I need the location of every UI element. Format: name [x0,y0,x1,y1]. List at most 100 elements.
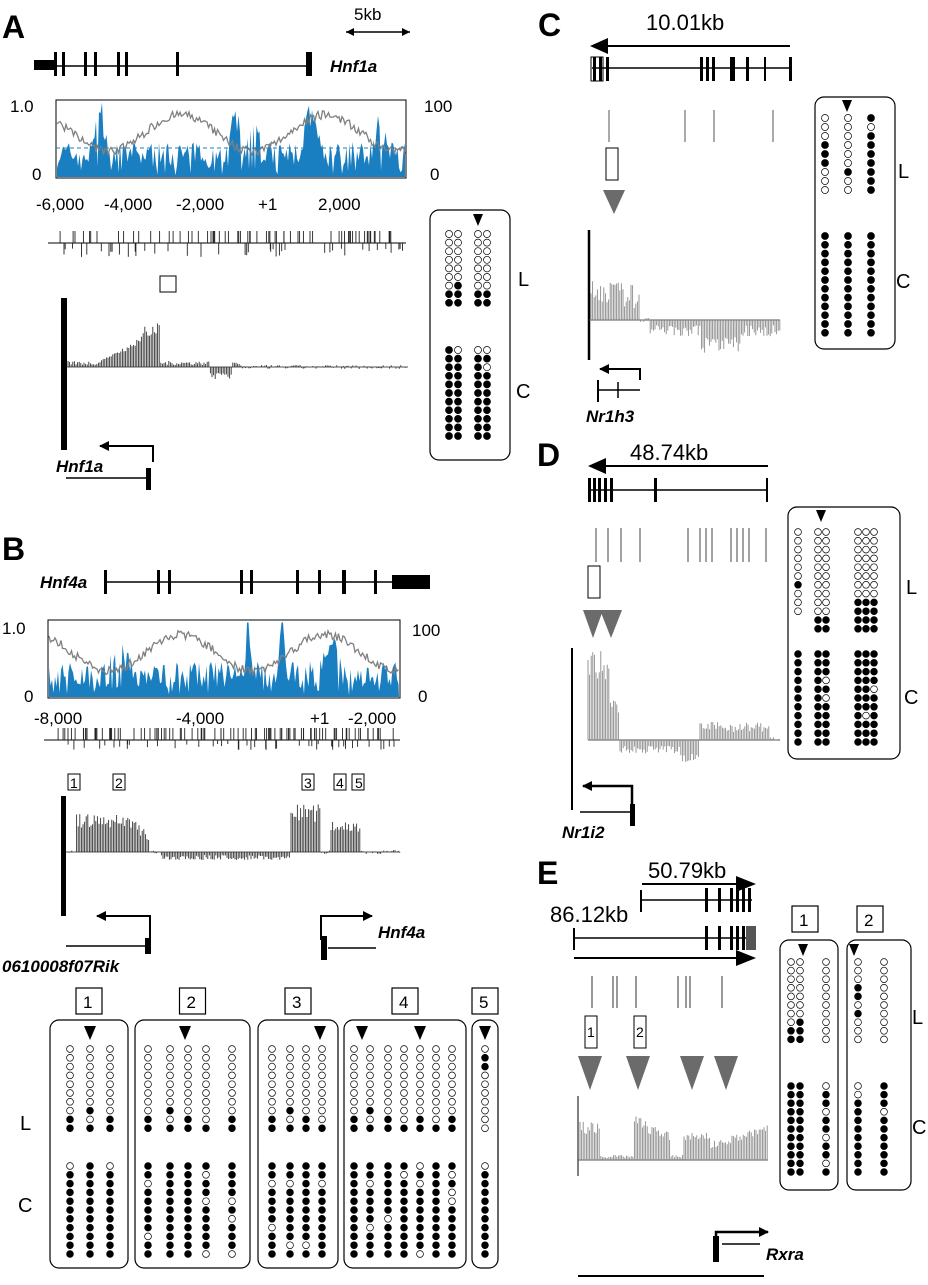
x-tick-a-2: -4,000 [104,195,152,214]
nr1i2-bottom-exon [630,804,635,826]
size-label-e-short: 50.79kb [648,858,726,883]
region-arrowheads-d [583,610,622,638]
x-tick-a-5: 2,000 [318,195,361,214]
hnf4a-bottom-exon [321,936,327,960]
methylation-box-b-2 [134,1019,251,1269]
x-tick-b-3: +1 [310,709,329,728]
panel-c: C 10.01kb [538,7,910,426]
region-header-e-2-label: 2 [864,911,873,930]
cpg-site-track-a [59,231,403,257]
region-header-b-2 [178,987,207,1015]
region-header-b-2-label: 2 [187,993,196,1012]
panel-b-label: B [2,531,25,567]
region-marker-e-2: 2 [636,1024,644,1040]
identity-line-a [56,109,406,157]
row-label-liver-e: L [912,1007,923,1029]
signal-track-d [587,651,779,762]
tss-arrow-a [99,441,154,462]
rxra-short-gene-model [640,888,752,912]
y-right-min-b: 0 [418,687,427,706]
region-header-b-4-label: 4 [399,993,408,1012]
panel-a-label: A [2,9,25,45]
methylation-grids-b: 1 2 3 4 5 [49,987,499,1269]
y-left-max-b: 1.0 [2,619,26,638]
gene-name-nr1i2: Nr1i2 [562,823,605,842]
size-arrowhead-c [590,38,608,54]
panel-a: A 5kb Hnf1a 1.0 0 100 0 -6,000 -4,000 - [2,5,530,490]
cpg-track-e [591,976,723,1008]
gene-name-nr1h3: Nr1h3 [586,407,635,426]
region-marker-b-2: 2 [115,775,123,791]
cpg-track-c [608,110,774,142]
methylation-dots-e [787,958,888,1176]
panel-e: E 50.79kb 86.12kb [537,855,926,1277]
gene-name-hnf4a-bottom: Hnf4a [378,923,425,942]
gene-name-hnf1a: Hnf1a [330,57,377,76]
region-header-b-1-label: 1 [83,993,92,1012]
x-tick-b-1: -8,000 [34,709,82,728]
methylation-box-b-3 [257,1019,339,1269]
region-box-e-1 [584,1015,598,1049]
region-header-e-2 [856,905,884,933]
methylation-box-e-1 [779,939,839,1191]
tss-arrow-c [599,364,641,380]
analyzed-region-box-a [159,275,177,293]
y-right-max-a: 100 [424,97,452,116]
tss-arrow-b-left [96,911,151,940]
x-tick-a-4: +1 [258,195,277,214]
cpg-marker-e-1 [798,944,808,956]
panel-d-label: D [537,437,560,473]
cpg-site-track-b [57,728,395,750]
y-right-min-a: 0 [430,165,439,184]
x-tick-a-3: -2,000 [176,195,224,214]
rxra-bottom-exon [713,1236,719,1262]
tss-arrow-d [582,781,634,810]
region-header-b-5 [471,987,499,1015]
signal-track-b [66,804,401,860]
row-label-liver-a: L [518,269,529,291]
panel-c-label: C [538,7,561,43]
signal-track-a [67,323,407,379]
y-left-min-b: 0 [24,687,33,706]
region-header-e-1-label: 1 [799,911,808,930]
gene-name-hnf4a: Hnf4a [40,573,87,592]
cpg-marker-d [816,510,826,522]
direction-arrowhead-e [736,950,756,966]
methylation-dots-a [445,230,491,440]
region-header-b-1 [75,987,103,1015]
row-label-liver-d: L [906,577,917,599]
cpg-marker-e-2 [849,944,859,956]
hnf4a-gene-model [104,570,430,594]
methylation-box-c [814,96,896,350]
size-label-e-long: 86.12kb [550,902,628,927]
region-marker-b-1: 1 [70,775,78,791]
nr1h3-gene-model [590,56,792,82]
methylation-box-b-5 [471,1019,499,1269]
conservation-plot-frame-b [47,619,401,699]
signal-track-e [579,1116,768,1160]
panel-e-label: E [537,855,558,891]
panel-b: B Hnf4a 1.0 0 100 0 -8,000 -4,000 +1 -2,… [2,531,499,1269]
panel-d: D 48.74kb Nr1i2 L C [537,437,918,842]
size-arrowhead-e-short [736,876,756,892]
conservation-plot-frame-a [55,99,407,179]
row-label-liver-b: L [20,1113,31,1135]
row-label-control-e: C [912,1117,926,1139]
cpg-marker-c [842,100,852,112]
methylation-box-e-2 [846,939,912,1191]
methylation-box-a [429,209,511,461]
signal-track-bar-a [61,298,67,450]
region-marker-b-5: 5 [355,775,363,791]
analyzed-region-box-d [587,565,601,599]
methylation-box-d [787,506,901,760]
x-tick-b-4: -2,000 [348,709,396,728]
size-arrowhead-d [588,458,606,474]
region-marker-b-4: 4 [336,775,344,791]
x-tick-a-1: -6,000 [36,195,84,214]
hnf1a-bottom-exon [146,468,151,490]
region-marker-b-3: 3 [304,775,312,791]
region-header-e-1 [791,905,819,933]
nr1i2-gene-model [588,478,768,502]
size-label-c: 10.01kb [646,10,724,35]
rik-gene-exon [145,938,151,954]
